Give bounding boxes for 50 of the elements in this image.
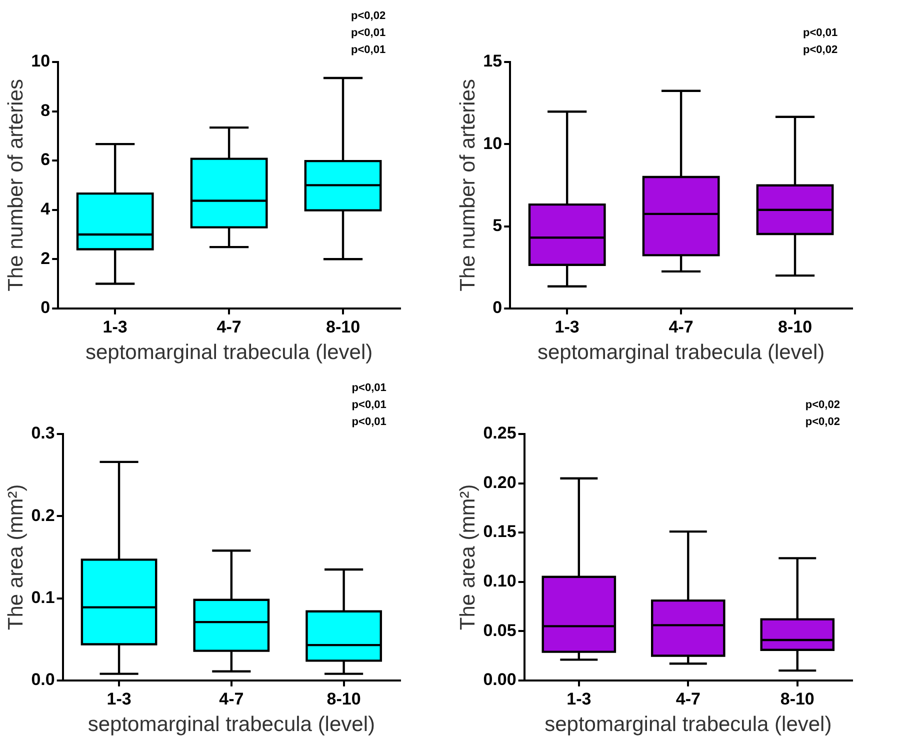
y-tick-label: 0.1 [31,588,55,607]
y-tick-label: 0.3 [31,424,55,443]
y-tick-label: 10 [31,52,50,71]
y-tick-label: 0 [492,298,502,318]
y-tick-label: 8 [40,100,50,120]
x-axis-title: septomarginal trabecula (level) [537,341,825,364]
x-tick-label: 4-7 [216,317,242,336]
y-axis-title: The area (mm²) [4,484,28,630]
text: p<0,02 [803,44,838,56]
x-tick-label: 8-10 [326,689,361,708]
x-tick-label: 4-7 [676,689,700,708]
y-tick-label: 0.05 [483,620,516,640]
y-axis-title: The area (mm²) [456,484,480,630]
x-tick-label: 1-3 [554,317,580,336]
y-tick-label: 4 [40,200,51,219]
y-axis-title: The number of arteries [4,78,28,292]
y-tick-label: 0.15 [483,522,516,542]
y-tick-label: 0 [40,298,50,318]
text: p<0,02 [805,399,840,412]
y-tick-label: 0.10 [483,572,516,591]
x-tick-label: 8-10 [778,317,812,336]
y-tick-label: 6 [40,150,50,170]
x-tick-label: 1-3 [106,689,132,708]
x-tick-label: 4-7 [219,689,244,708]
y-axis-title: The number of arteries [456,78,480,292]
y-tick-label: 0.0 [31,670,55,690]
y-tick-label: 0.00 [483,670,516,690]
text: p<0,01 [352,416,386,428]
y-tick-label: 15 [483,52,502,71]
text: p<0,01 [352,382,386,394]
text: p<0,01 [803,27,838,40]
x-tick-label: 4-7 [668,317,694,336]
x-tick-label: 1-3 [566,689,592,708]
x-axis-title: septomarginal trabecula (level) [85,341,373,364]
x-tick-label: 8-10 [780,689,814,708]
text: p<0,01 [351,27,386,40]
text: p<0,01 [352,399,386,412]
x-axis-title: septomarginal trabecula (level) [544,713,832,736]
text: p<0,01 [351,44,386,56]
y-tick-label: 0.2 [31,506,55,525]
y-tick-label: 0.25 [483,424,516,443]
text: p<0,02 [805,416,840,428]
y-tick-label: 10 [483,134,502,153]
x-axis-title: septomarginal trabecula (level) [88,713,375,736]
x-tick-label: 1-3 [102,317,128,336]
y-tick-label: 2 [40,248,50,268]
text: p<0,02 [351,10,386,22]
y-tick-label: 0.20 [483,472,516,492]
y-tick-label: 5 [492,216,502,235]
x-tick-label: 8-10 [326,317,360,336]
